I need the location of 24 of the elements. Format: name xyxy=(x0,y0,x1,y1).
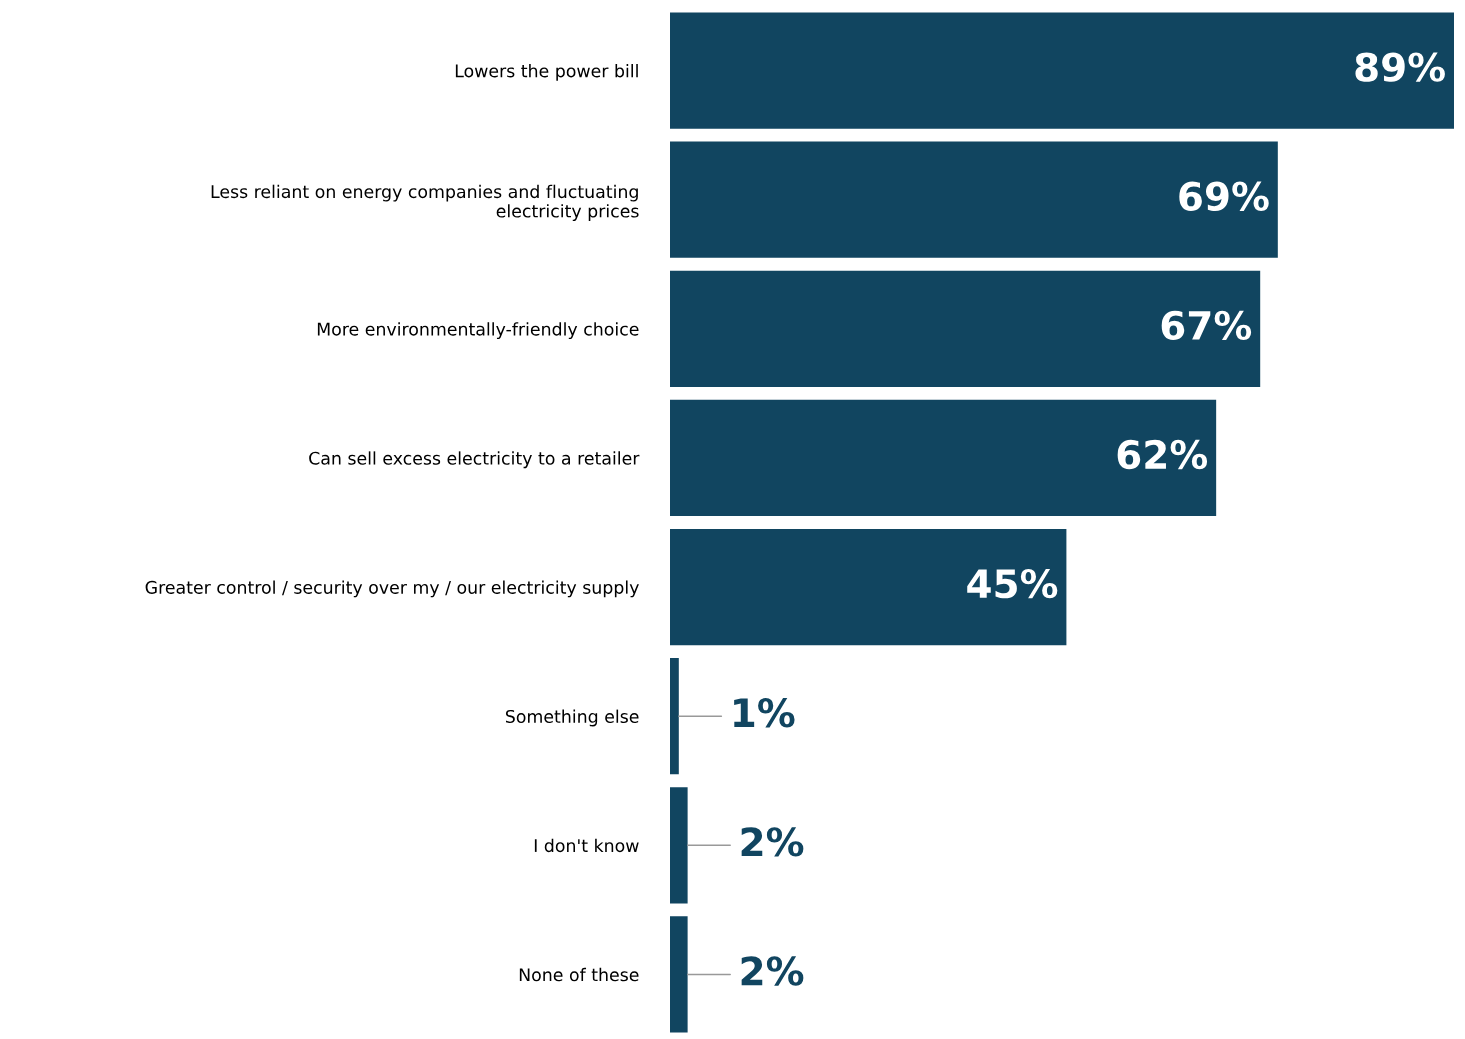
data-label: 2% xyxy=(741,827,804,857)
y-tick-label: More environmentally-friendly choice xyxy=(317,322,639,340)
bar xyxy=(670,12,1454,129)
y-tick-label: Lowers the power bill xyxy=(455,63,638,81)
bar xyxy=(670,399,1217,517)
data-label: 89% xyxy=(1355,52,1445,82)
y-tick-label: None of these xyxy=(519,967,639,982)
bar xyxy=(670,528,1067,646)
data-label: 45% xyxy=(967,568,1058,599)
data-label: 67% xyxy=(1161,310,1252,341)
data-label: 62% xyxy=(1117,439,1208,470)
y-tick-label: Greater control / security over my / our electricity supply xyxy=(145,580,639,598)
y-tick-label: Something else xyxy=(505,709,639,727)
bar xyxy=(670,658,679,775)
y-tick-label: I don't know xyxy=(534,838,639,853)
y-tick-label: Less reliant on energy companies and fluctuating electricity prices xyxy=(211,184,639,221)
bar xyxy=(670,916,688,1033)
data-label: 1% xyxy=(734,698,795,728)
bar xyxy=(670,270,1261,387)
data-label: 2% xyxy=(741,956,804,986)
y-tick-label: Can sell excess electricity to a retailer xyxy=(309,451,640,469)
bar xyxy=(670,787,688,904)
bar xyxy=(670,141,1278,258)
data-label: 69% xyxy=(1179,181,1269,211)
